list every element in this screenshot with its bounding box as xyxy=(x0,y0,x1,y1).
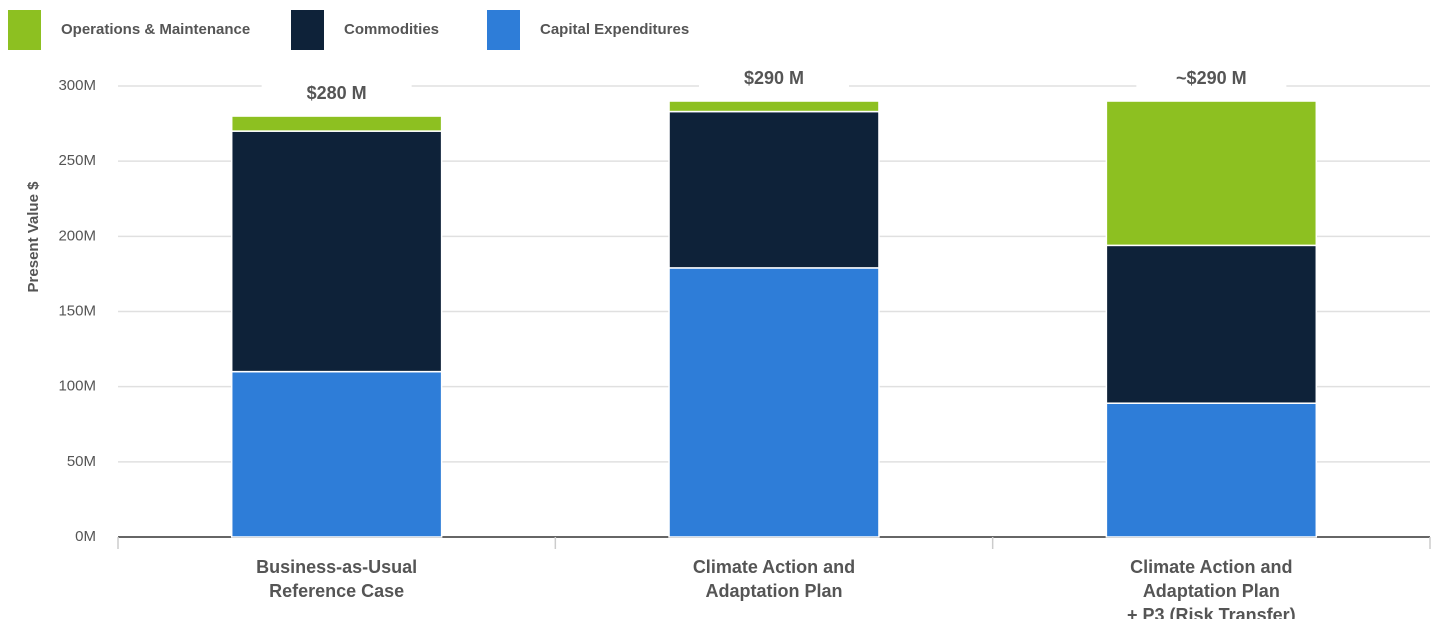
legend-label: Commodities xyxy=(344,21,439,38)
legend-label: Capital Expenditures xyxy=(540,21,689,38)
bar-segment xyxy=(668,100,880,113)
y-tick-label: 200M xyxy=(58,227,96,244)
annotation-bg xyxy=(261,80,412,109)
annotation-bg xyxy=(1136,65,1287,94)
x-tick-label: Climate Action and Adaptation Plan + P3 … xyxy=(1127,557,1296,619)
x-tick-label: Climate Action and Adaptation Plan xyxy=(692,557,856,601)
total-label: ~$290 M xyxy=(1176,68,1247,88)
legend-swatch xyxy=(487,10,520,50)
y-tick-label: 300M xyxy=(58,77,96,94)
y-axis-title: Present Value $ xyxy=(25,181,42,293)
legend-swatch xyxy=(291,10,324,50)
y-tick-label: 100M xyxy=(58,378,96,395)
bar-segment xyxy=(1105,244,1318,404)
annotation-bg xyxy=(699,65,849,94)
x-tick-label: Business-as-Usual Reference Case xyxy=(256,557,418,601)
bar-segment xyxy=(668,110,880,269)
y-tick-label: 50M xyxy=(67,453,96,470)
y-tick-label: 150M xyxy=(58,302,96,319)
bar-segment xyxy=(230,115,443,132)
bar-segment xyxy=(1105,402,1318,538)
bar-segment xyxy=(668,267,880,538)
bar-segment xyxy=(230,370,443,538)
total-label: $280 M xyxy=(307,83,367,103)
total-label: $290 M xyxy=(744,68,804,88)
y-tick-label: 250M xyxy=(58,152,96,169)
legend-swatch xyxy=(8,10,41,50)
bar-segment xyxy=(1105,100,1318,247)
y-tick-label: 0M xyxy=(75,528,96,545)
bar-segment xyxy=(230,130,443,373)
legend-label: Operations & Maintenance xyxy=(61,21,250,38)
